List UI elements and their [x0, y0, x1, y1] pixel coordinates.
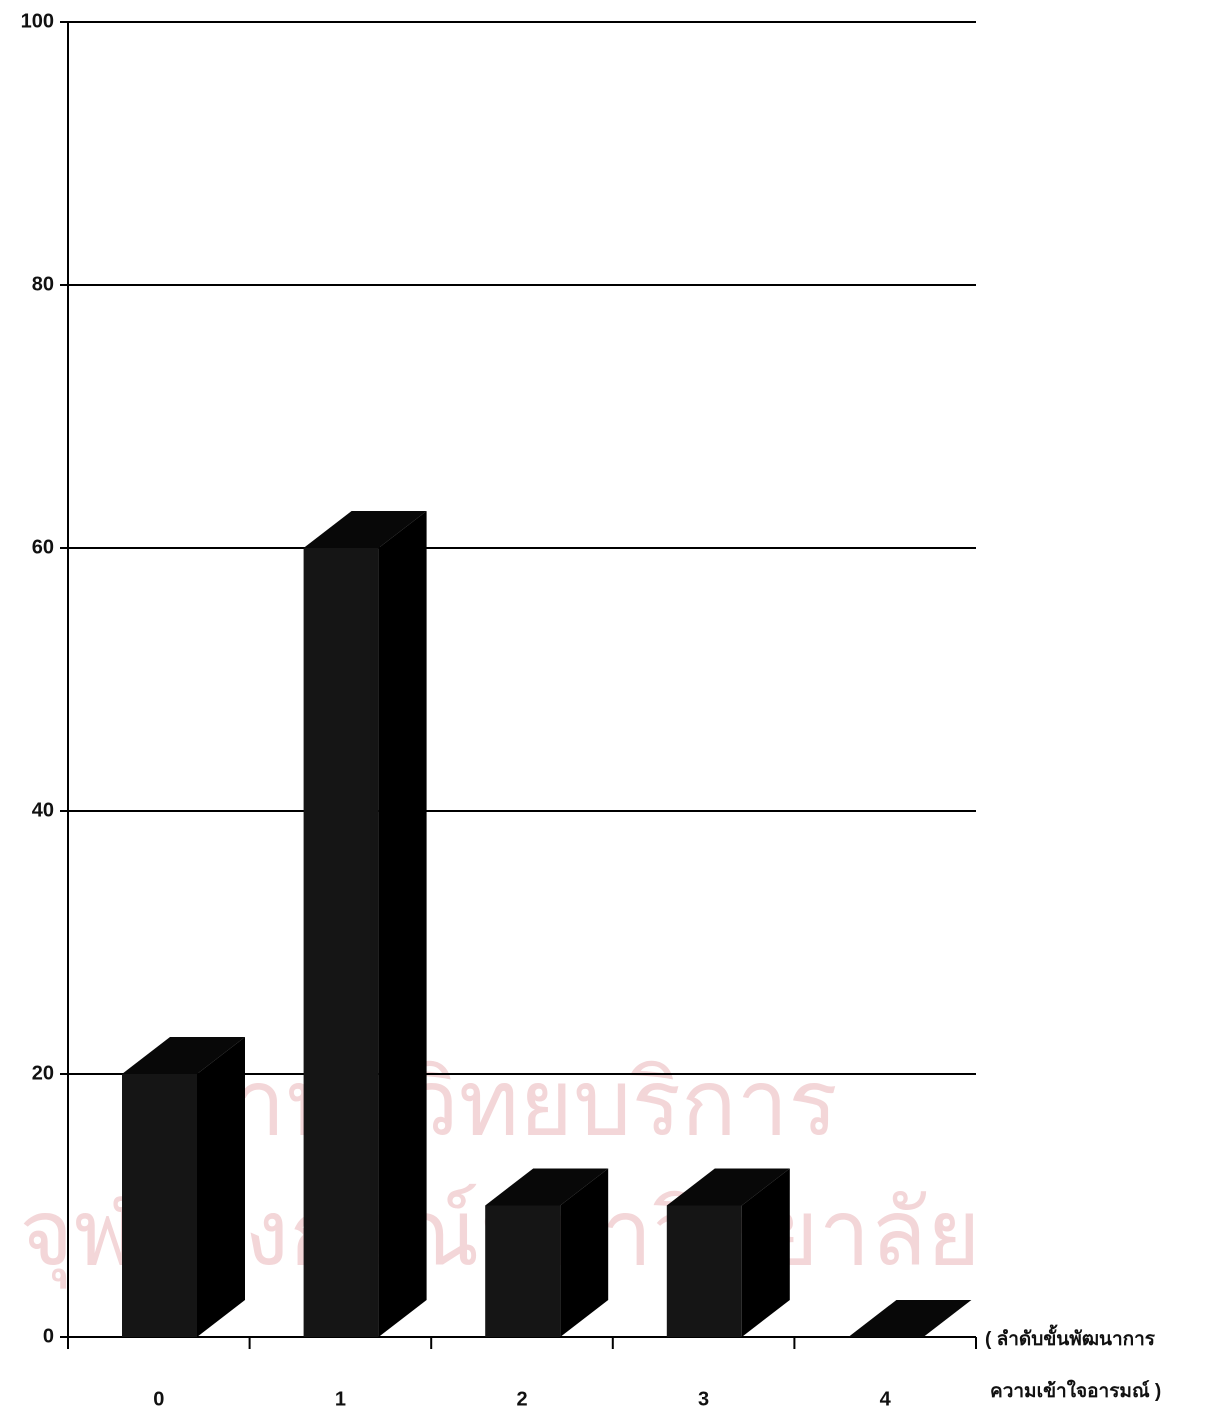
bar-side [741, 1168, 790, 1337]
bar-top [666, 1168, 790, 1206]
x-tick-label: 0 [153, 1388, 164, 1410]
bar [122, 1074, 197, 1337]
bar [485, 1205, 561, 1337]
bar-top [485, 1168, 609, 1206]
x-tick-label: 3 [698, 1388, 709, 1410]
bar [666, 1205, 742, 1337]
bar-top [122, 1037, 245, 1074]
bar-side [197, 1037, 245, 1337]
x-tick-label: 1 [335, 1388, 346, 1410]
y-tick-label: 40 [32, 799, 54, 821]
y-tick-label: 0 [43, 1325, 54, 1347]
x-axis-label: ความเข้าใจอารมณ์ ) [990, 1379, 1161, 1402]
x-tick-label: 4 [880, 1388, 892, 1410]
y-tick-label: 60 [32, 536, 54, 558]
y-tick-label: 80 [32, 273, 54, 295]
y-tick-label: 100 [21, 10, 54, 32]
bar [303, 548, 379, 1337]
x-axis-label: ( ลำดับขั้นพัฒนาการ [985, 1324, 1156, 1350]
bar-side [378, 511, 427, 1337]
bar-top [848, 1300, 972, 1337]
y-tick-label: 20 [32, 1062, 54, 1084]
bar-top [303, 511, 427, 548]
bar-side [560, 1168, 609, 1337]
x-tick-label: 2 [516, 1388, 527, 1410]
